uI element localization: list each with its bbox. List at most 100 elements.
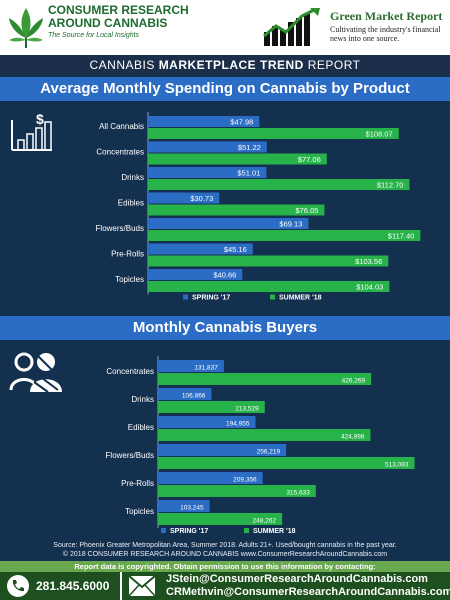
- category-label: Drinks: [121, 173, 144, 182]
- data-label: $69.13: [279, 220, 302, 229]
- gmr-title: Green Market Report: [330, 9, 443, 23]
- copyright-note: Report data is copyrighted. Obtain permi…: [0, 561, 450, 572]
- category-label: Edibles: [128, 423, 154, 432]
- source-note: Source: Phoenix Greater Metropolitan Are…: [0, 541, 450, 559]
- summer-bar: [158, 401, 265, 413]
- legend-swatch: [270, 294, 275, 300]
- category-label: Concentrates: [96, 148, 144, 157]
- legend-label: SUMMER '18: [279, 295, 322, 302]
- data-label: 103,245: [180, 505, 204, 512]
- spring-bar: [148, 192, 220, 204]
- legend-swatch: [161, 528, 166, 533]
- data-label: 131,837: [194, 365, 218, 372]
- spring-bar: [148, 116, 260, 127]
- data-label: $108.07: [366, 130, 393, 139]
- data-label: $77.06: [298, 155, 321, 164]
- category-label: Flowers/Buds: [96, 224, 144, 233]
- source-line2: © 2018 CONSUMER RESEARCH AROUND CANNABIS…: [62, 551, 388, 558]
- spring-bar: [158, 500, 210, 512]
- legend-swatch: [183, 294, 188, 300]
- data-label: $117.40: [388, 232, 415, 241]
- legend-label: SPRING '17: [192, 295, 230, 302]
- data-label: $103.56: [355, 257, 382, 266]
- chart2-title: Monthly Cannabis Buyers: [0, 316, 450, 340]
- data-label: $30.73: [190, 194, 213, 203]
- data-label: 213,529: [235, 406, 259, 413]
- data-label: $45.16: [224, 245, 247, 254]
- summer-bar: [158, 457, 415, 469]
- category-label: All Cannabis: [99, 122, 144, 131]
- data-label: 426,269: [342, 378, 366, 385]
- trend-bold: MARKETPLACE TREND: [158, 58, 304, 72]
- spring-bar: [148, 167, 267, 178]
- email-block: JStein@ConsumerResearchAroundCannabis.co…: [122, 572, 450, 600]
- data-label: 106,866: [182, 393, 206, 400]
- spring-bar: [158, 388, 212, 400]
- legend-swatch: [244, 528, 249, 533]
- legend-label: SPRING '17: [170, 528, 208, 535]
- chart1-title: Average Monthly Spending on Cannabis by …: [0, 77, 450, 101]
- email-1[interactable]: JStein@ConsumerResearchAroundCannabis.co…: [166, 573, 428, 585]
- category-label: Pre-Rolls: [121, 479, 154, 488]
- summer-bar: [158, 485, 316, 497]
- summer-bar: [148, 179, 410, 190]
- summer-bar: [158, 429, 371, 441]
- category-label: Concentrates: [106, 367, 154, 376]
- email-2[interactable]: CRMethvin@ConsumerResearchAroundCannabis…: [166, 586, 450, 598]
- data-label: $104.03: [356, 283, 383, 292]
- legend-label: SUMMER '18: [253, 528, 296, 535]
- growth-chart-logo-icon: [263, 8, 320, 46]
- spring-bar: [148, 141, 267, 153]
- data-label: 209,356: [233, 477, 257, 484]
- spring-bar: [148, 243, 253, 255]
- data-label: 513,083: [385, 462, 409, 469]
- spring-bar: [148, 269, 243, 280]
- buyers-chart: Concentrates 131,837 426,269 Drinks 106,866 2…: [106, 356, 415, 535]
- data-label: $76.05: [295, 206, 318, 215]
- spring-bar: [158, 444, 287, 456]
- summer-bar: [148, 153, 327, 165]
- category-label: Drinks: [131, 395, 154, 404]
- summer-bar: [148, 281, 390, 292]
- data-label: $112.70: [377, 181, 404, 190]
- trend-banner: CANNABIS MARKETPLACE TREND REPORT: [0, 55, 450, 75]
- envelope-icon: [128, 575, 156, 597]
- data-label: 424,898: [341, 434, 365, 441]
- data-label: $47.98: [230, 118, 253, 127]
- spring-bar: [158, 472, 263, 484]
- data-label: 194,955: [226, 421, 250, 428]
- data-label: $51.22: [238, 143, 261, 152]
- category-label: Flowers/Buds: [106, 451, 154, 460]
- phone-number[interactable]: 281.845.6000: [36, 579, 110, 593]
- trend-prefix: CANNABIS: [89, 58, 159, 72]
- trend-suffix: REPORT: [303, 58, 361, 72]
- data-label: 315,633: [286, 490, 310, 497]
- phone-block: 281.845.6000: [0, 572, 120, 600]
- svg-text:$: $: [36, 112, 44, 127]
- spending-chart: All Cannabis $47.98 $108.07 Concentrates $51…: [96, 112, 421, 302]
- source-line1: Source: Phoenix Greater Metropolitan Are…: [53, 542, 397, 549]
- summer-bar: [148, 230, 421, 241]
- header: CONSUMER RESEARCH AROUND CANNABIS The So…: [0, 0, 450, 55]
- logo-line1: CONSUMER RESEARCH: [48, 3, 189, 17]
- logo-line2: AROUND CANNABIS: [48, 16, 168, 30]
- summer-bar: [148, 255, 389, 267]
- dollar-chart-icon: $: [11, 112, 52, 151]
- summer-bar: [158, 513, 283, 525]
- data-label: 256,219: [257, 449, 281, 456]
- spring-bar: [158, 416, 256, 428]
- spring-bar: [148, 218, 309, 229]
- category-label: Topicles: [115, 275, 144, 284]
- data-label: $40.66: [213, 271, 236, 280]
- phone-icon: [7, 575, 29, 597]
- summer-bar: [148, 128, 399, 139]
- spring-bar: [158, 360, 224, 372]
- category-label: Edibles: [118, 199, 144, 208]
- logo-tagline: The Source for Local Insights: [48, 32, 140, 39]
- category-label: Topicles: [125, 507, 154, 516]
- data-label: 248,262: [253, 518, 277, 525]
- summer-bar: [158, 373, 372, 385]
- category-label: Pre-Rolls: [111, 250, 144, 259]
- cannabis-leaf-logo-icon: [9, 8, 43, 48]
- buyers-people-icon: [9, 352, 62, 393]
